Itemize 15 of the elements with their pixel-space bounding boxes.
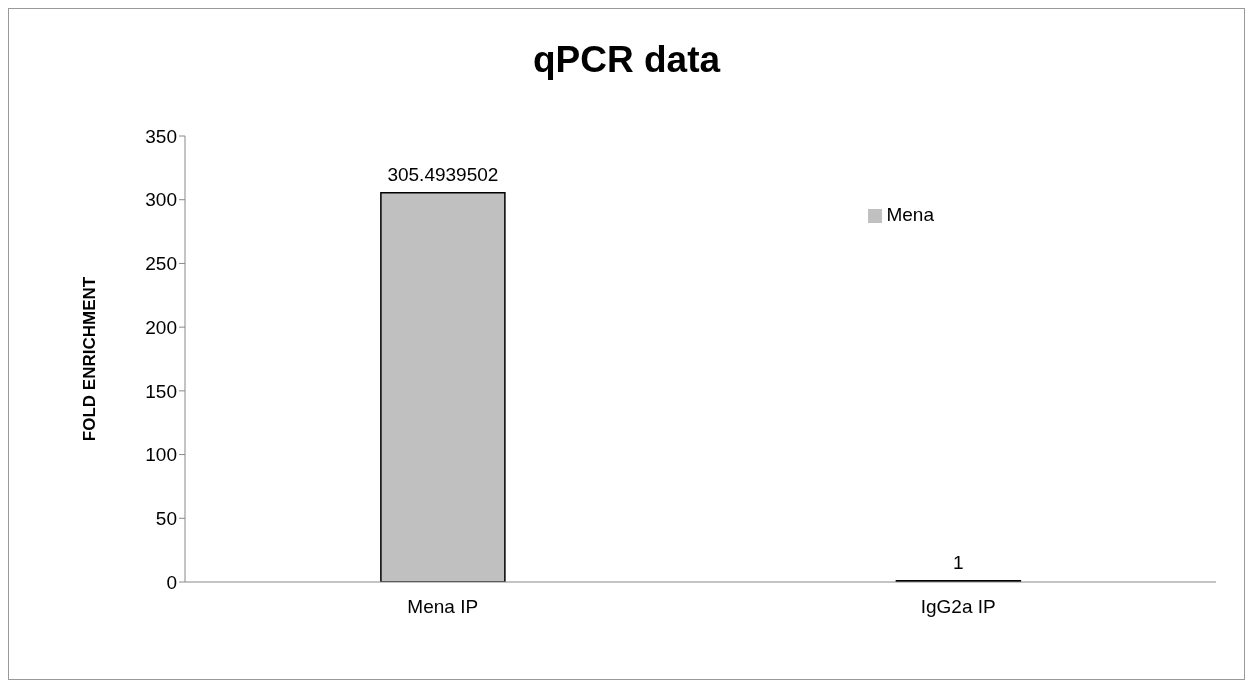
y-tick-label: 150 bbox=[145, 380, 177, 402]
chart-title: qPCR data bbox=[531, 39, 722, 81]
x-tick-label: IgG2a IP bbox=[920, 596, 996, 618]
y-tick-label: 250 bbox=[145, 253, 177, 275]
y-tick-label: 200 bbox=[145, 316, 177, 338]
data-label: 305.4939502 bbox=[387, 163, 499, 185]
legend-label: Mena bbox=[886, 204, 934, 225]
y-tick-label: 0 bbox=[166, 571, 177, 593]
y-tick-label: 300 bbox=[145, 189, 177, 211]
data-label: 1 bbox=[953, 551, 964, 573]
x-tick-label: Mena IP bbox=[407, 596, 479, 618]
y-tick-label: 50 bbox=[155, 508, 177, 530]
y-tick-label: 100 bbox=[145, 444, 177, 466]
y-axis-title: FOLD ENRICHMENT bbox=[80, 276, 100, 442]
y-tick-label: 350 bbox=[145, 125, 177, 147]
